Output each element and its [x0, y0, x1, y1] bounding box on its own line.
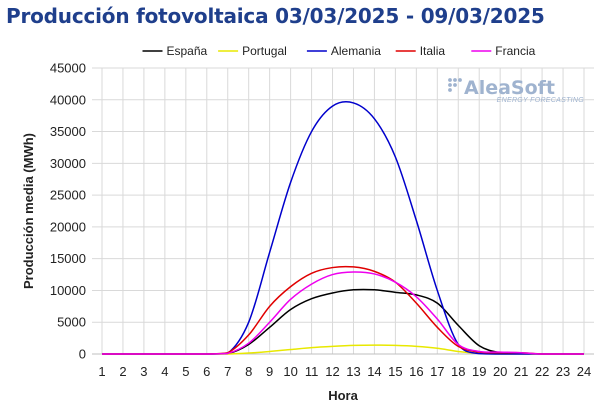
- x-tick-label: 12: [325, 364, 339, 379]
- x-tick-label: 23: [556, 364, 570, 379]
- watermark-tagline: ENERGY FORECASTING: [497, 97, 585, 104]
- x-tick-label: 3: [140, 364, 147, 379]
- x-tick-label: 24: [577, 364, 591, 379]
- x-tick-label: 17: [430, 364, 444, 379]
- y-tick-label: 25000: [50, 188, 86, 203]
- x-tick-label: 6: [203, 364, 210, 379]
- y-tick-label: 20000: [50, 219, 86, 234]
- legend-item-espana: España: [142, 44, 208, 58]
- x-tick-label: 8: [245, 364, 252, 379]
- legend-item-portugal: Portugal: [218, 44, 287, 58]
- logo-dot: [458, 78, 462, 82]
- legend: España Portugal Alemania Italia Francia: [142, 44, 536, 58]
- legend-item-francia: Francia: [471, 44, 536, 58]
- logo-dot: [448, 83, 452, 87]
- aleasoft-logo-icon: [448, 78, 462, 92]
- legend-label: España: [167, 44, 208, 58]
- x-tick-label: 16: [409, 364, 423, 379]
- y-tick-label: 30000: [50, 156, 86, 171]
- legend-item-alemania: Alemania: [306, 44, 381, 58]
- chart-title: Producción fotovoltaica 03/03/2025 - 09/…: [6, 4, 545, 28]
- series-layer: [101, 101, 584, 355]
- y-tick-label: 5000: [57, 315, 86, 330]
- grid-layer: [92, 67, 594, 355]
- logo-dot: [453, 78, 457, 82]
- legend-label: Alemania: [331, 44, 381, 58]
- x-tick-label: 9: [266, 364, 273, 379]
- logo-dot: [448, 78, 452, 82]
- y-tick-label: 10000: [50, 283, 86, 298]
- x-tick-label: 10: [283, 364, 297, 379]
- axis-layer: 0 5000 10000 15000 20000 25000 30000 35000 40000…: [50, 61, 594, 379]
- y-tick-label: 45000: [50, 61, 86, 76]
- x-tick-label: 15: [388, 364, 402, 379]
- x-tick-label: 19: [472, 364, 486, 379]
- x-tick-label: 14: [367, 364, 381, 379]
- logo-dot: [453, 83, 457, 87]
- x-tick-label: 1: [98, 364, 105, 379]
- x-tick-label: 5: [182, 364, 189, 379]
- x-tick-label: 13: [346, 364, 360, 379]
- plot-area: [92, 68, 594, 354]
- series-line-francia: [101, 271, 584, 355]
- y-axis-title: Producción media (MWh): [21, 133, 36, 289]
- watermark-brand: AleaSoft: [464, 77, 555, 99]
- y-tick-label: 15000: [50, 251, 86, 266]
- x-axis-title: Hora: [328, 388, 358, 403]
- legend-item-italia: Italia: [395, 44, 446, 58]
- x-tick-label: 22: [535, 364, 549, 379]
- legend-label: Italia: [420, 44, 446, 58]
- x-tick-label: 2: [119, 364, 126, 379]
- legend-label: Francia: [495, 44, 535, 58]
- x-tick-label: 21: [514, 364, 528, 379]
- watermark-logo: AleaSoft ENERGY FORECASTING: [448, 77, 584, 104]
- logo-dot: [448, 88, 452, 92]
- x-tick-label: 7: [224, 364, 231, 379]
- x-tick-label: 20: [493, 364, 507, 379]
- x-tick-label: 18: [451, 364, 465, 379]
- x-tick-label: 11: [305, 364, 319, 379]
- legend-label: Portugal: [242, 44, 287, 58]
- x-tick-label: 4: [161, 364, 168, 379]
- y-tick-label: 35000: [50, 124, 86, 139]
- y-tick-label: 40000: [50, 92, 86, 107]
- y-tick-label: 0: [79, 347, 86, 362]
